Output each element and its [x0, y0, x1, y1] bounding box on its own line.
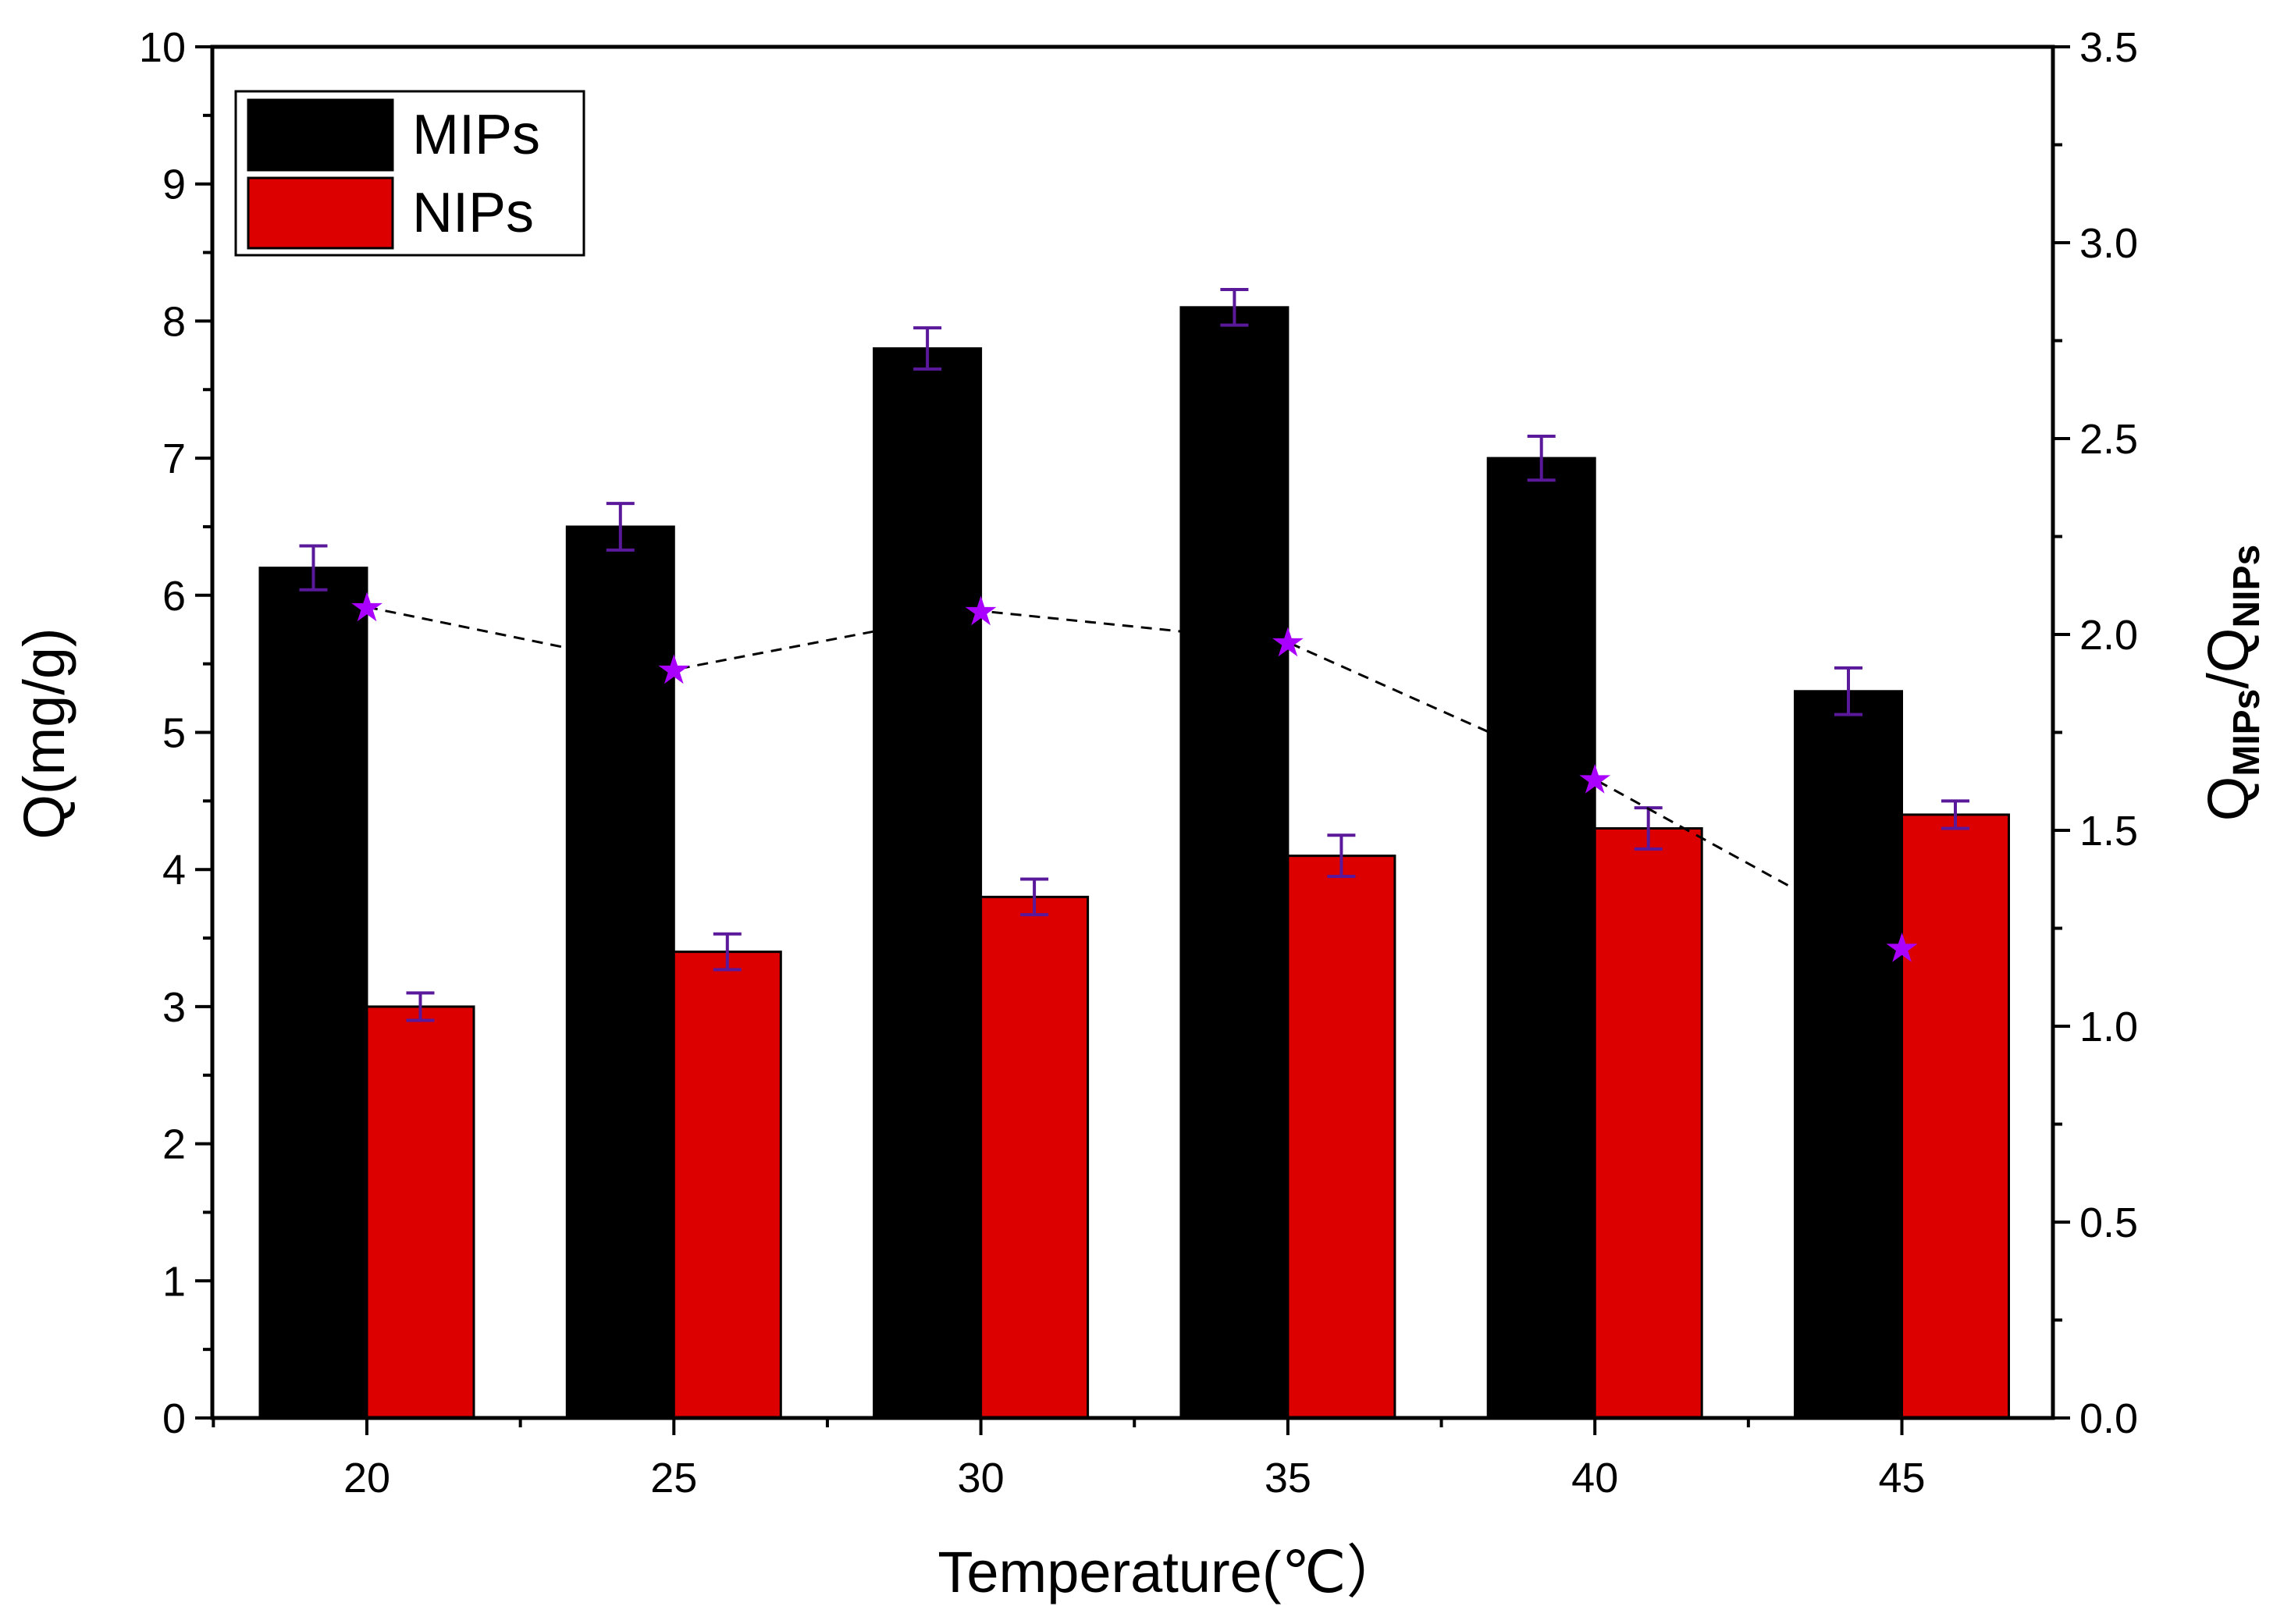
ratio-layer: ★ ★ ★ ★ ★ ★	[349, 585, 1920, 972]
y-tick-label: 9	[162, 162, 186, 208]
bar-mips-30	[873, 347, 983, 1420]
x-axis-title: Temperature(℃）	[937, 1540, 1403, 1604]
x-tick-label-20: 20	[343, 1455, 390, 1501]
y-tick-label: 8	[162, 298, 186, 345]
legend: MIPs NIPs	[234, 90, 585, 257]
ratio-marker-30: ★	[962, 588, 999, 635]
legend-swatch-mips	[247, 98, 394, 172]
error-bar-mips-20	[299, 544, 328, 592]
y-axis-title: Q(mg/g)	[12, 627, 76, 839]
y2-tick-label: 3.5	[2079, 24, 2138, 71]
y2-axis-title-sub-mips: MIPs	[2226, 689, 2268, 776]
ratio-marker-25: ★	[656, 647, 692, 694]
bar-nips-45	[1901, 813, 2010, 1420]
legend-swatch-nips	[247, 176, 394, 250]
y-tick-label: 5	[162, 710, 186, 757]
error-bar-mips-30	[913, 326, 942, 371]
error-bar-mips-35	[1220, 287, 1249, 327]
y2-axis-title-sep: /Q	[2196, 628, 2261, 689]
y2-axis-title: QMIPs/QNIPs	[2196, 545, 2268, 821]
error-bar-mips-40	[1527, 434, 1556, 482]
error-bar-nips-20	[406, 991, 435, 1022]
bar-nips-30	[980, 895, 1090, 1420]
x-tick-label-40: 40	[1571, 1455, 1618, 1501]
y-tick-label: 4	[162, 847, 186, 894]
bar-mips-35	[1179, 306, 1290, 1420]
ratio-marker-20: ★	[349, 585, 386, 631]
y-tick-label: 7	[162, 435, 186, 482]
bar-mips-20	[258, 567, 368, 1420]
bar-nips-20	[365, 1005, 475, 1420]
y2-axis-title-q: Q	[2196, 776, 2261, 822]
bar-mips-40	[1486, 457, 1596, 1420]
y2-tick-label: 0.0	[2079, 1395, 2138, 1442]
y2-axis-title-sub-nips: NIPs	[2226, 545, 2268, 628]
error-bars-layer	[299, 287, 1969, 1022]
y2-tick-label: 2.5	[2079, 416, 2138, 463]
error-bar-nips-30	[1020, 877, 1049, 917]
error-bar-mips-25	[606, 502, 635, 552]
y-tick-label: 2	[162, 1121, 186, 1168]
y2-tick-label: 0.5	[2079, 1199, 2138, 1246]
y2-tick-label: 3.0	[2079, 220, 2138, 267]
x-tick-label-45: 45	[1878, 1455, 1925, 1501]
legend-label-mips: MIPs	[412, 104, 540, 166]
x-tick-label-35: 35	[1265, 1455, 1311, 1501]
bar-mips-45	[1794, 690, 1903, 1420]
y-tick-label: 10	[139, 24, 186, 71]
y2-tick-label: 1.0	[2079, 1004, 2138, 1050]
bar-nips-25	[672, 951, 782, 1420]
bar-nips-35	[1286, 855, 1396, 1420]
y-tick-label: 3	[162, 984, 186, 1031]
error-bar-nips-25	[713, 932, 742, 972]
y-tick-label: 0	[162, 1395, 186, 1442]
y-tick-label: 6	[162, 573, 186, 620]
legend-label-nips: NIPs	[412, 182, 534, 244]
error-bar-nips-35	[1327, 833, 1356, 878]
bar-nips-40	[1593, 826, 1703, 1420]
ratio-marker-40: ★	[1577, 757, 1613, 804]
ratio-marker-45: ★	[1884, 926, 1920, 972]
error-bar-mips-45	[1834, 666, 1862, 716]
error-bar-nips-45	[1941, 799, 1969, 830]
y-tick-label: 1	[162, 1258, 186, 1305]
y2-tick-label: 1.5	[2079, 808, 2138, 855]
ratio-marker-35: ★	[1270, 620, 1307, 666]
bars-layer	[258, 306, 2010, 1420]
y2-tick-label: 2.0	[2079, 612, 2138, 659]
x-tick-label-30: 30	[958, 1455, 1005, 1501]
x-tick-label-25: 25	[650, 1455, 697, 1501]
